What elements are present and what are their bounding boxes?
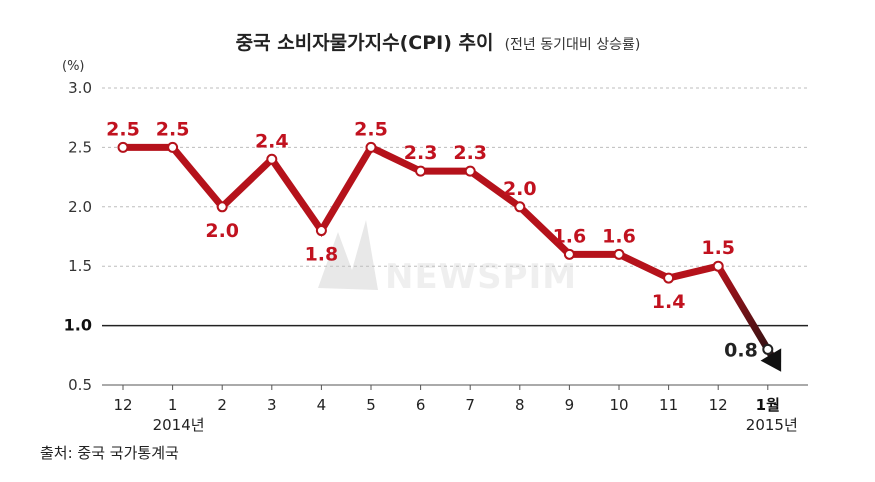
data-point [415,165,427,177]
data-point [514,201,526,213]
data-point [266,153,278,165]
series-line-final-segment [714,262,778,364]
chart-title: 중국 소비자물가지수(CPI) 추이 [236,32,494,54]
data-point [762,343,774,355]
y-tick-label: 2.5 [68,138,92,156]
svg-text:중국 소비자물가지수(CPI) 추이 (전년 동: 중국 소비자물가지수(CPI) 추이 (전년 동기대비 상승률) [236,32,641,54]
y-unit-label: (%) [62,59,85,74]
x-tick-label: 7 [465,396,475,414]
data-label: 2.3 [404,142,438,164]
data-label: 2.0 [503,178,537,200]
watermark: NEWSPIM [318,220,577,297]
data-label: 1.4 [652,291,686,313]
data-point [663,272,675,284]
label-layer: 2.5 2.5 2.0 2.4 1.8 2.5 2.3 2.3 2.0 1.6 1.6 1.4 1.5 0… [106,118,758,361]
data-point [315,225,327,237]
data-label: 1.8 [305,244,339,266]
data-label: 2.4 [255,130,289,152]
x-tick-label: 1 [168,396,178,414]
x-tick-label: 9 [565,396,575,414]
data-point [365,141,377,153]
y-tick-label: 2.0 [68,198,92,216]
data-label: 1.6 [602,225,636,247]
data-label: 1.6 [553,225,587,247]
data-label: 2.0 [205,220,239,242]
data-point [464,165,476,177]
data-point [216,201,228,213]
x-tick-label: 10 [609,396,628,414]
x-tick-label: 3 [267,396,277,414]
x-tick-label: 8 [515,396,525,414]
x-tick-label: 11 [659,396,678,414]
data-label: 2.3 [453,142,487,164]
data-label: 0.8 [724,339,758,361]
x-year-label: 2015년 [746,416,798,434]
chart-subtitle: (전년 동기대비 상승률) [505,37,641,53]
x-year-label: 2014년 [153,416,205,434]
watermark-text: NEWSPIM [385,257,577,297]
data-point [712,260,724,272]
data-label: 1.5 [701,237,735,259]
y-tick-label: 1.5 [68,257,92,275]
data-point [117,141,129,153]
x-tick-label: 12 [709,396,728,414]
x-tick-label: 2 [217,396,227,414]
y-tick-label: 0.5 [68,376,92,394]
y-tick-label: 3.0 [68,79,92,97]
x-tick-label: 4 [317,396,327,414]
x-tick-label: 12 [113,396,132,414]
data-label: 2.5 [156,118,190,140]
x-tick-label: 6 [416,396,426,414]
x-tick-label: 5 [366,396,376,414]
series-layer [117,141,782,372]
data-label: 2.5 [106,118,140,140]
data-point [563,248,575,260]
y-tick-label: 1.0 [64,316,92,335]
source-note: 출처: 중국 국가통계국 [40,444,179,462]
arrow-head [760,348,782,372]
watermark-logo-mark [318,220,378,290]
data-point [613,248,625,260]
data-label: 2.5 [354,118,388,140]
axis-layer: 3.02.52.01.51.00.512 1 2 3 4 5 6 7 8 9 10 11 12 1월201… [64,79,808,434]
data-point [167,141,179,153]
x-tick-label: 1월 [756,396,780,414]
